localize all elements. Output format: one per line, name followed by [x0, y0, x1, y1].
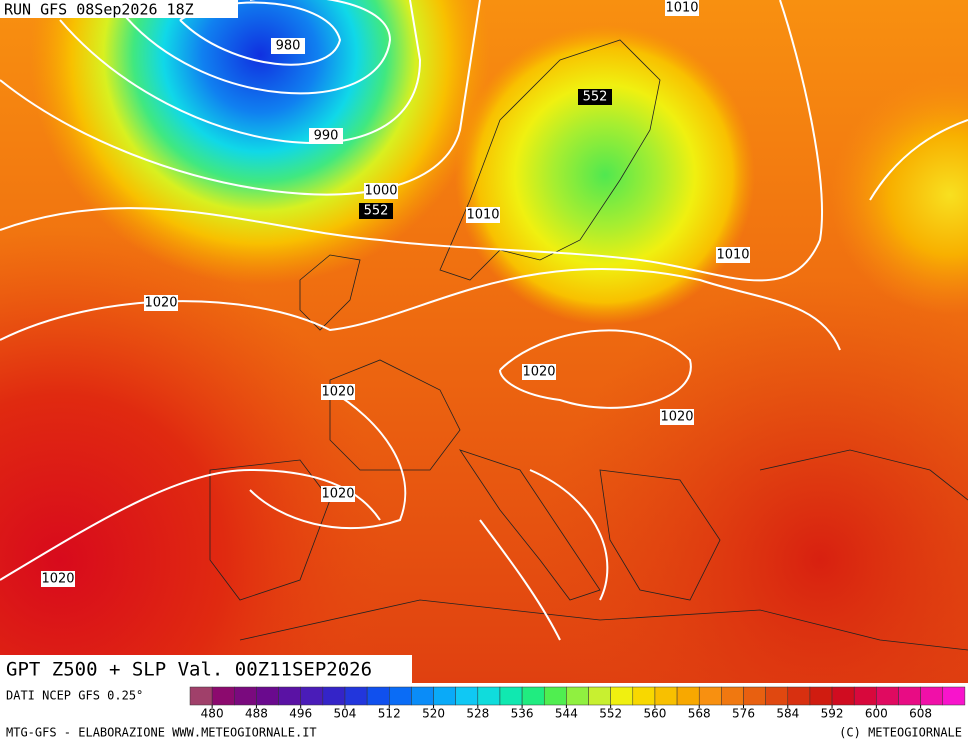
colorbar-label: 592	[821, 707, 844, 721]
label-box	[364, 183, 398, 199]
label-box	[660, 409, 694, 425]
colorbar-swatch	[588, 686, 611, 706]
contour-label: 1010	[665, 1, 698, 16]
colorbar-swatch	[521, 686, 545, 706]
colorbar-swatch	[566, 686, 589, 706]
colorbar-swatch	[942, 686, 966, 706]
colorbar-label: 600	[865, 707, 888, 721]
label-box	[578, 89, 612, 105]
colorbar-label: 480	[201, 707, 224, 721]
contour-label: 1020	[660, 410, 693, 425]
colorbar-swatch	[477, 686, 501, 706]
colorbar-label: 576	[732, 707, 755, 721]
label-box	[359, 203, 393, 219]
colorbar-label: 544	[555, 707, 578, 721]
contour-label: 1020	[41, 572, 74, 587]
colorbar-label: 560	[643, 707, 666, 721]
contour-label: 1020	[321, 385, 354, 400]
contour-label: 1020	[522, 365, 555, 380]
colorbar-swatch	[344, 686, 368, 706]
colorbar-swatch	[256, 686, 279, 706]
label-box	[716, 247, 750, 263]
colorbar-swatch	[632, 686, 656, 706]
colorbar-swatch	[831, 686, 855, 706]
label-box	[309, 128, 343, 144]
colorbar-label: 536	[511, 707, 534, 721]
contour-label: 552	[364, 204, 389, 219]
colorbar-label: 512	[378, 707, 401, 721]
colorbar-swatch	[698, 686, 722, 706]
colorbar-label: 520	[422, 707, 445, 721]
colorbar-swatch	[809, 686, 833, 706]
colorbar-swatch	[322, 686, 346, 706]
colorbar-label: 568	[688, 707, 711, 721]
colorbar-swatch	[721, 686, 744, 706]
colorbar-swatch	[787, 686, 811, 706]
colorbar-swatch	[211, 686, 235, 706]
colorbar-label: 504	[334, 707, 357, 721]
contour-label: 990	[314, 129, 339, 144]
colorbar-label: 488	[245, 707, 268, 721]
contour-labels: 980 990 1000 552 552 1010 1010 1010 1020 1020 1020…	[41, 0, 750, 587]
contour-label: 1010	[466, 208, 499, 223]
label-box	[321, 486, 355, 502]
colorbar-swatch	[455, 686, 479, 706]
colorbar-swatch	[876, 686, 899, 706]
label-box	[144, 295, 178, 311]
header-box	[0, 0, 238, 18]
label-box	[466, 207, 500, 223]
label-box	[665, 0, 699, 16]
colorbar-swatch	[389, 686, 412, 706]
footer-left: MTG-GFS - ELABORAZIONE WWW.METEOGIORNALE…	[6, 726, 317, 740]
title-box	[0, 655, 412, 683]
coastlines	[209, 39, 968, 651]
header: RUN GFS 08Sep2026 18Z	[4, 1, 194, 19]
colorbar-swatch	[366, 686, 390, 706]
footer-right: (C) METEOGIORNALE	[839, 726, 962, 740]
contour-label: 980	[276, 39, 301, 54]
contour-label: 552	[583, 90, 608, 105]
colorbar-swatch	[610, 686, 634, 706]
colorbar: 480 488 496 504 512 520 528 536 544 552 560 568 576 5…	[189, 686, 966, 721]
colorbar-swatch	[543, 686, 567, 706]
label-box	[321, 384, 355, 400]
map-field	[0, 0, 968, 683]
colorbar-caption: DATI NCEP GFS 0.25°	[6, 689, 143, 703]
colorbar-swatch	[278, 686, 301, 706]
colorbar-swatch	[411, 686, 434, 706]
colorbar-swatch	[499, 686, 523, 706]
colorbar-swatch	[300, 686, 324, 706]
colorbar-swatch	[234, 686, 257, 706]
label-box	[522, 364, 556, 380]
colorbar-swatch	[433, 686, 456, 706]
contour-label: 1000	[364, 184, 397, 199]
colorbar-swatch	[853, 686, 877, 706]
contour-label: 1010	[716, 248, 749, 263]
isobars	[0, 0, 968, 640]
colorbar-label: 528	[466, 707, 489, 721]
colorbar-label: 496	[289, 707, 312, 721]
title: GPT Z500 + SLP Val. 00Z11SEP2026	[6, 659, 372, 681]
colorbar-label: 608	[909, 707, 932, 721]
colorbar-swatch	[676, 686, 700, 706]
colorbar-swatch	[743, 686, 766, 706]
colorbar-swatch	[765, 686, 789, 706]
colorbar-swatch	[898, 686, 921, 706]
contour-label: 1020	[144, 296, 177, 311]
colorbar-swatch	[654, 686, 678, 706]
colorbar-label: 584	[776, 707, 799, 721]
label-box	[271, 38, 305, 54]
colorbar-label: 552	[599, 707, 622, 721]
colorbar-swatch	[189, 686, 213, 706]
contour-label: 1020	[321, 487, 354, 502]
label-box	[41, 571, 75, 587]
colorbar-swatch	[920, 686, 944, 706]
